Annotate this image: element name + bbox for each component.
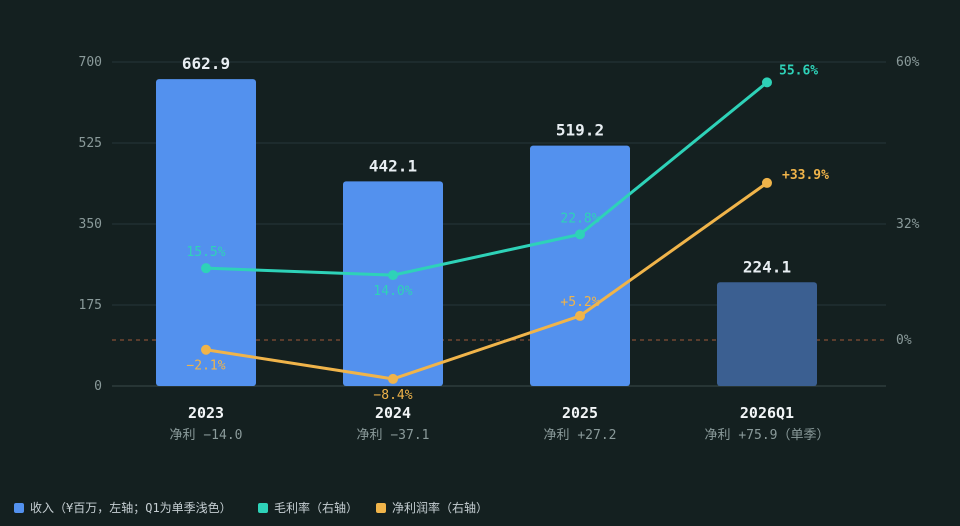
legend-swatch: [376, 503, 386, 513]
x-category-label: 2024: [375, 404, 411, 422]
y-left-tick: 175: [79, 298, 102, 313]
x-sub-label: 净利 −14.0: [170, 428, 243, 443]
net-margin-value-label: +5.2%: [560, 295, 599, 310]
y-left-tick: 700: [79, 55, 102, 70]
legend-swatch: [258, 503, 268, 513]
net-margin-point: [762, 177, 772, 188]
y-left-tick: 0: [94, 379, 102, 394]
net-margin-line: [205, 181, 768, 381]
y-right-tick: 0%: [896, 333, 912, 348]
gross-margin-line: [205, 81, 768, 277]
net-margin-value-label: −8.4%: [373, 388, 412, 403]
rate-lines: [201, 77, 772, 384]
y-right-tick: 60%: [896, 55, 920, 70]
bar-value-label: 224.1: [743, 257, 791, 276]
gross-margin-value-label: 22.8%: [560, 211, 599, 226]
bar-value-label: 662.9: [182, 54, 230, 73]
x-category-label: 2023: [188, 404, 224, 422]
gross-margin-value-label: 55.6%: [779, 63, 818, 78]
gross-margin-point: [201, 263, 211, 274]
revenue-bar: [343, 181, 443, 386]
revenue-bars: [156, 79, 817, 386]
gross-margin-point: [575, 229, 585, 240]
chart-labels: 0 175 350 525 700 0% 32% 60% 662.9 442.1 519.2 224.…: [79, 54, 920, 443]
gross-margin-point: [762, 77, 772, 88]
net-margin-point: [201, 344, 211, 355]
bar-value-label: 519.2: [556, 121, 604, 140]
x-category-label: 2026Q1: [740, 404, 794, 422]
revenue-bar: [156, 79, 256, 386]
revenue-bar: [717, 282, 817, 386]
legend-label: 毛利率（右轴）: [274, 500, 358, 515]
x-sub-label: 净利 +75.9（单季）: [705, 428, 830, 443]
bar-value-label: 442.1: [369, 156, 417, 175]
legend-label: 净利润率（右轴）: [392, 500, 488, 515]
x-sub-label: 净利 −37.1: [357, 428, 430, 443]
net-margin-value-label: +33.9%: [782, 168, 829, 183]
legend-label: 收入（¥百万，左轴；Q1为单季浅色）: [30, 500, 232, 515]
revenue-bar: [530, 145, 630, 386]
gross-margin-value-label: 14.0%: [373, 284, 412, 299]
net-margin-point: [388, 373, 398, 384]
y-left-tick: 350: [79, 217, 102, 232]
legend-swatch: [14, 503, 24, 513]
net-margin-point: [575, 310, 585, 321]
legend: 收入（¥百万，左轴；Q1为单季浅色） 毛利率（右轴） 净利润率（右轴）: [14, 500, 488, 515]
x-sub-label: 净利 +27.2: [544, 428, 617, 443]
x-category-label: 2025: [562, 404, 598, 422]
y-right-tick: 32%: [896, 217, 920, 232]
y-left-tick: 525: [79, 136, 102, 151]
gross-margin-value-label: 15.5%: [186, 245, 225, 260]
net-margin-value-label: −2.1%: [186, 359, 225, 374]
gross-margin-point: [388, 270, 398, 281]
